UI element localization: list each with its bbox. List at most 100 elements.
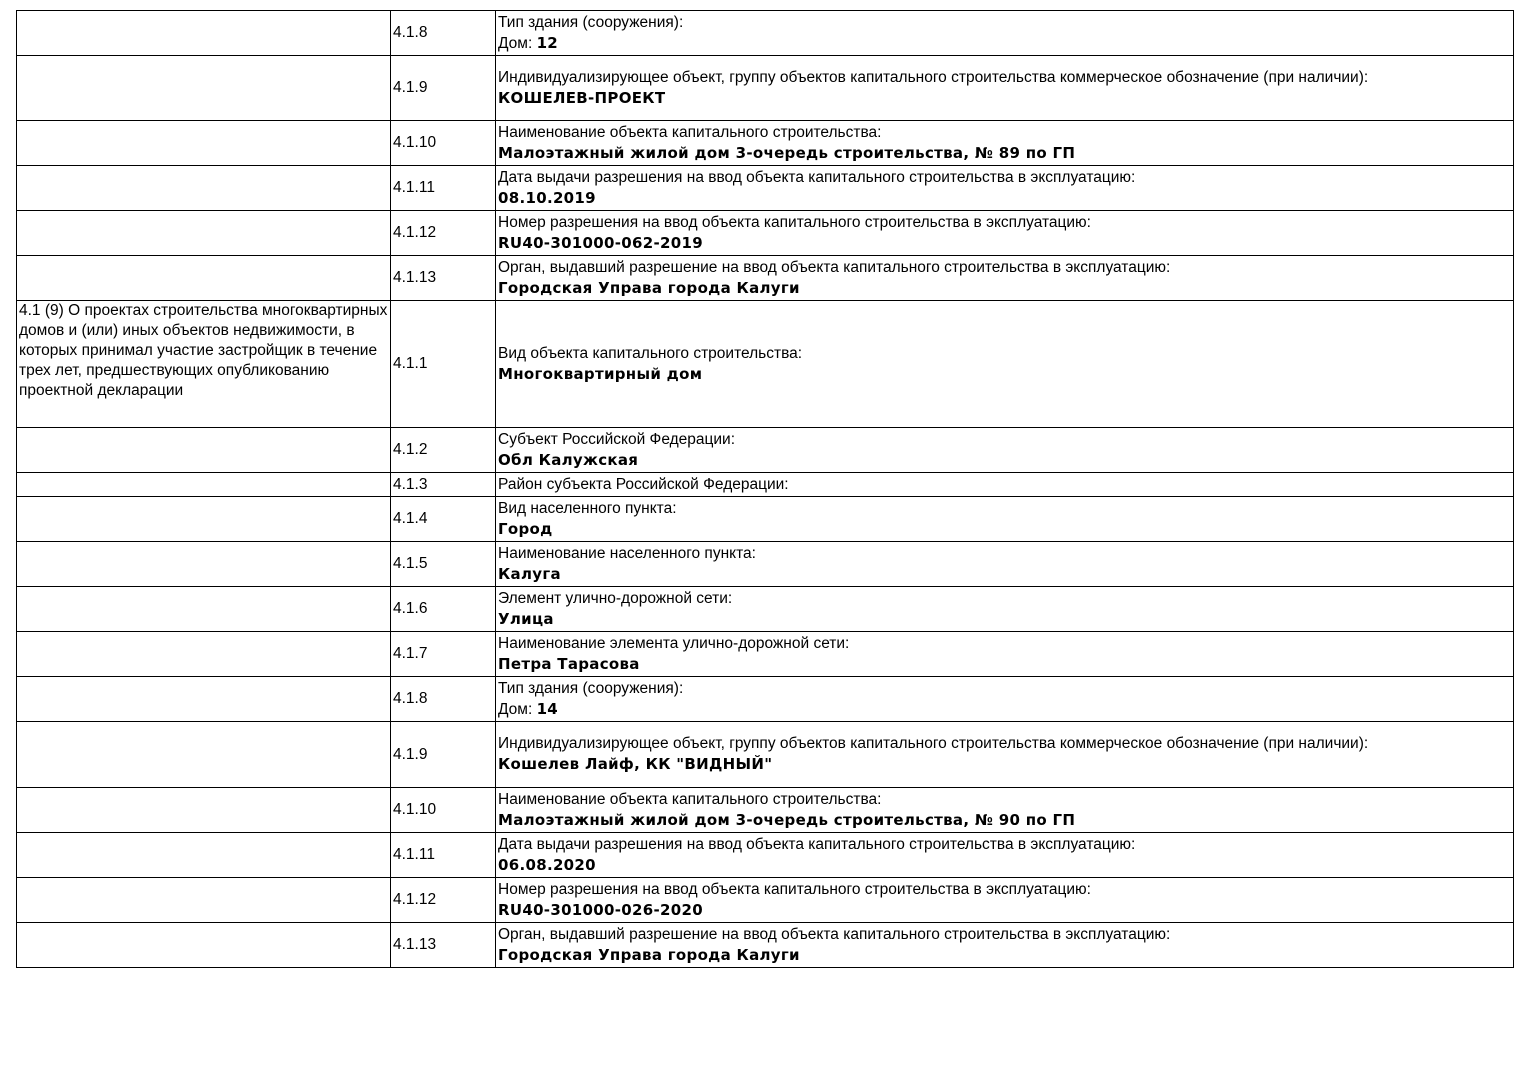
- section-cell: [16, 922, 391, 968]
- item-content: Тип здания (сооружения): Дом: 12: [495, 10, 1514, 56]
- item-label: Номер разрешения на ввод объекта капитал…: [498, 213, 1091, 231]
- item-number: 4.1.11: [390, 832, 496, 878]
- section-cell: [16, 55, 391, 121]
- item-content: Наименование элемента улично-дорожной се…: [495, 631, 1514, 677]
- table-row: 4.1.12 Номер разрешения на ввод объекта к…: [16, 877, 1514, 923]
- item-content: Индивидуализирующее объект, группу объек…: [495, 55, 1514, 121]
- section-cell: [16, 541, 391, 587]
- section-cell: [16, 676, 391, 722]
- item-number: 4.1.12: [390, 877, 496, 923]
- item-label: Вид объекта капитального строительства:: [498, 344, 803, 362]
- item-value: 08.10.2019: [498, 188, 596, 207]
- item-value: Малоэтажный жилой дом 3-очередь строител…: [498, 143, 1076, 162]
- item-number: 4.1.10: [390, 120, 496, 166]
- item-label: Субъект Российской Федерации:: [498, 430, 736, 448]
- section-cell: [16, 832, 391, 878]
- item-label: Тип здания (сооружения):: [498, 13, 684, 31]
- item-number: 4.1.4: [390, 496, 496, 542]
- item-number: 4.1.10: [390, 787, 496, 833]
- item-label: Индивидуализирующее объект, группу объек…: [498, 68, 1369, 86]
- section-cell: [16, 787, 391, 833]
- item-label: Дата выдачи разрешения на ввод объекта к…: [498, 835, 1136, 853]
- item-number: 4.1.2: [390, 427, 496, 473]
- section-cell: [16, 586, 391, 632]
- item-label: Наименование элемента улично-дорожной се…: [498, 634, 850, 652]
- table-row: 4.1.11 Дата выдачи разрешения на ввод объ…: [16, 165, 1514, 211]
- item-label: Наименование населенного пункта:: [498, 544, 756, 562]
- table-row: 4.1.7 Наименование элемента улично-дорожн…: [16, 631, 1514, 677]
- item-label: Элемент улично-дорожной сети:: [498, 589, 733, 607]
- item-value: Калуга: [498, 564, 561, 583]
- value-prefix: Дом:: [498, 34, 537, 52]
- item-content: Вид объекта капитального строительства: М…: [495, 300, 1514, 428]
- item-label: Район субъекта Российской Федерации:: [498, 475, 789, 493]
- item-label: Номер разрешения на ввод объекта капитал…: [498, 880, 1091, 898]
- section-cell: [16, 120, 391, 166]
- table-row: 4.1.11 Дата выдачи разрешения на ввод объ…: [16, 832, 1514, 878]
- item-number: 4.1.7: [390, 631, 496, 677]
- table-row: 4.1.9 Индивидуализирующее объект, группу …: [16, 721, 1514, 788]
- item-content: Номер разрешения на ввод объекта капитал…: [495, 210, 1514, 256]
- item-value: Малоэтажный жилой дом 3-очередь строител…: [498, 810, 1076, 829]
- item-value: 12: [536, 33, 559, 52]
- item-content: Наименование объекта капитального строит…: [495, 787, 1514, 833]
- item-value: Многоквартирный дом: [498, 364, 703, 383]
- item-value: 14: [536, 699, 559, 718]
- item-content: Орган, выдавший разрешение на ввод объек…: [495, 922, 1514, 968]
- item-value: Улица: [498, 609, 554, 628]
- section-cell: [16, 165, 391, 211]
- item-number: 4.1.12: [390, 210, 496, 256]
- item-number: 4.1.3: [390, 472, 496, 497]
- item-label: Дата выдачи разрешения на ввод объекта к…: [498, 168, 1136, 186]
- item-content: Номер разрешения на ввод объекта капитал…: [495, 877, 1514, 923]
- section-cell: 4.1 (9) О проектах строительства многокв…: [16, 300, 391, 428]
- table-row: 4.1.13 Орган, выдавший разрешение на ввод…: [16, 255, 1514, 301]
- item-label: Орган, выдавший разрешение на ввод объек…: [498, 925, 1171, 943]
- table-row: 4.1.2 Субъект Российской Федерации: Обл Ка…: [16, 427, 1514, 473]
- item-number: 4.1.1: [390, 300, 496, 428]
- item-number: 4.1.9: [390, 721, 496, 788]
- item-value: Обл Калужская: [498, 450, 639, 469]
- table-row: 4.1.13 Орган, выдавший разрешение на ввод…: [16, 922, 1514, 968]
- item-content: Дата выдачи разрешения на ввод объекта к…: [495, 832, 1514, 878]
- item-content: Субъект Российской Федерации: Обл Калужск…: [495, 427, 1514, 473]
- table-row: 4.1.8 Тип здания (сооружения): Дом: 14: [16, 676, 1514, 722]
- section-cell: [16, 472, 391, 497]
- item-label: Наименование объекта капитального строит…: [498, 123, 882, 141]
- table-row: 4.1.12 Номер разрешения на ввод объекта к…: [16, 210, 1514, 256]
- item-value: Город: [498, 519, 553, 538]
- table-row: 4.1.8 Тип здания (сооружения): Дом: 12: [16, 10, 1514, 56]
- item-content: Орган, выдавший разрешение на ввод объек…: [495, 255, 1514, 301]
- item-value: Петра Тарасова: [498, 654, 640, 673]
- item-label: Тип здания (сооружения):: [498, 679, 684, 697]
- item-value: КОШЕЛЕВ-ПРОЕКТ: [498, 88, 666, 107]
- item-number: 4.1.8: [390, 10, 496, 56]
- item-content: Район субъекта Российской Федерации:: [495, 472, 1514, 497]
- table-row: 4.1.10 Наименование объекта капитального …: [16, 787, 1514, 833]
- item-value: Городская Управа города Калуги: [498, 945, 800, 964]
- item-content: Элемент улично-дорожной сети: Улица: [495, 586, 1514, 632]
- item-value: Городская Управа города Калуги: [498, 278, 800, 297]
- item-number: 4.1.13: [390, 922, 496, 968]
- item-number: 4.1.9: [390, 55, 496, 121]
- item-content: Наименование объекта капитального строит…: [495, 120, 1514, 166]
- item-value: RU40-301000-062-2019: [498, 233, 703, 252]
- section-cell: [16, 877, 391, 923]
- section-cell: [16, 427, 391, 473]
- table-row: 4.1.5 Наименование населенного пункта: Кал…: [16, 541, 1514, 587]
- item-number: 4.1.8: [390, 676, 496, 722]
- declaration-table: 4.1.8 Тип здания (сооружения): Дом: 12 4.1.…: [16, 10, 1514, 968]
- item-content: Дата выдачи разрешения на ввод объекта к…: [495, 165, 1514, 211]
- value-prefix: Дом:: [498, 700, 537, 718]
- table-row: 4.1.6 Элемент улично-дорожной сети: Улица: [16, 586, 1514, 632]
- section-cell: [16, 210, 391, 256]
- item-label: Вид населенного пункта:: [498, 499, 677, 517]
- table-row: 4.1.4 Вид населенного пункта: Город: [16, 496, 1514, 542]
- section-cell: [16, 496, 391, 542]
- section-cell: [16, 255, 391, 301]
- item-number: 4.1.6: [390, 586, 496, 632]
- section-cell: [16, 10, 391, 56]
- table-row: 4.1.9 Индивидуализирующее объект, группу …: [16, 55, 1514, 121]
- item-content: Тип здания (сооружения): Дом: 14: [495, 676, 1514, 722]
- item-label: Индивидуализирующее объект, группу объек…: [498, 735, 1369, 752]
